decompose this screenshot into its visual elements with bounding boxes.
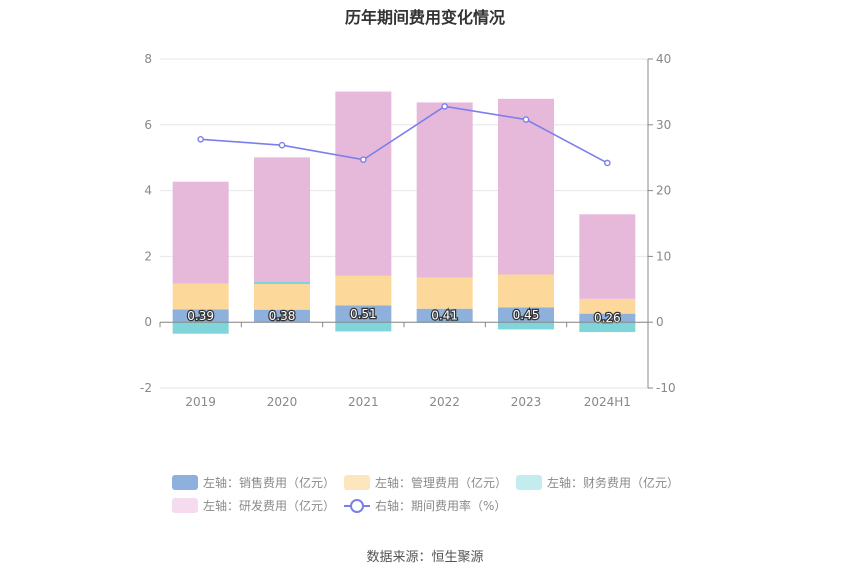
- bar-admin: [498, 274, 554, 308]
- bar-finance: [498, 322, 554, 330]
- bar-rnd: [254, 157, 310, 282]
- bar-finance: [254, 281, 310, 285]
- legend-swatch-rnd: [172, 498, 198, 513]
- legend-item-rate[interactable]: 右轴：期间费用率（%）: [344, 497, 506, 514]
- bar-admin: [579, 298, 636, 314]
- left-tick-label: 8: [144, 52, 152, 66]
- left-tick-label: 2: [144, 249, 152, 263]
- legend-label-rate: 右轴：期间费用率（%）: [375, 499, 507, 513]
- rate-point: [278, 141, 286, 149]
- data-label-sales: 0.38: [269, 309, 296, 323]
- x-tick-label: 2021: [348, 395, 379, 409]
- bar-sales: [254, 309, 310, 323]
- legend-label-sales: 左轴：销售费用（亿元）: [203, 476, 336, 490]
- x-tick-label: 2024H1: [584, 395, 631, 409]
- left-tick-label: -2: [140, 381, 152, 395]
- legend-swatch-finance: [516, 475, 542, 490]
- bar-rnd: [579, 214, 636, 299]
- rate-point: [360, 156, 367, 163]
- legend-item-rnd[interactable]: 左轴：研发费用（亿元）: [172, 497, 335, 514]
- legend-item-admin[interactable]: 左轴：管理费用（亿元）: [344, 474, 507, 491]
- chart-title: 历年期间费用变化情况: [344, 8, 505, 27]
- right-tick-label: -10: [656, 381, 676, 395]
- rate-point: [522, 116, 530, 123]
- right-tick-label: 20: [656, 184, 671, 198]
- bar-rnd: [172, 181, 229, 284]
- data-label-sales: 0.26: [594, 311, 621, 325]
- data-label-sales: 0.51: [350, 307, 377, 321]
- bar-rnd: [498, 98, 554, 275]
- legend-item-finance[interactable]: 左轴：财务费用（亿元）: [516, 474, 679, 491]
- left-tick-label: 0: [144, 315, 152, 329]
- bar-rnd: [335, 91, 392, 276]
- right-tick-label: 10: [656, 249, 671, 263]
- bars: [172, 91, 636, 334]
- bar-finance: [335, 322, 392, 332]
- rate-point: [604, 159, 611, 167]
- bar-admin: [416, 277, 473, 309]
- data-source: 数据来源：恒生聚源: [366, 550, 484, 565]
- legend-label-rnd: 左轴：研发费用（亿元）: [203, 499, 336, 513]
- bar-sales: [172, 309, 229, 323]
- legend-swatch-admin: [344, 475, 370, 490]
- rate-point: [441, 103, 448, 110]
- bar-admin: [254, 284, 310, 310]
- axes: -2 0 2 4 6 8 -10 0 10 20 30 40 2019 2020 2021 2022 2023 2…: [140, 52, 676, 409]
- bar-finance: [579, 322, 636, 333]
- bar-sales: [416, 308, 473, 323]
- legend-label-finance: 左轴：财务费用（亿元）: [547, 476, 680, 490]
- data-label-sales: 0.41: [431, 308, 458, 322]
- right-tick-label: 30: [656, 118, 671, 132]
- x-tick-label: 2022: [429, 395, 460, 409]
- grid-lines: [160, 58, 648, 389]
- legend-item-sales[interactable]: 左轴：销售费用（亿元）: [172, 474, 335, 491]
- bar-sales: [335, 305, 392, 323]
- data-label-sales: 0.39: [187, 309, 214, 323]
- bar-sales: [498, 307, 554, 323]
- legend-swatch-rate: [344, 498, 370, 513]
- right-tick-label: 0: [656, 315, 664, 329]
- rate-line: [197, 103, 611, 167]
- right-tick-label: 40: [656, 52, 671, 66]
- bar-admin: [172, 283, 229, 310]
- rate-point: [197, 135, 204, 143]
- left-tick-label: 4: [144, 184, 152, 198]
- data-label-sales: 0.45: [513, 308, 540, 322]
- bar-finance: [172, 322, 229, 334]
- x-tick-label: 2023: [511, 395, 542, 409]
- bar-sales: [579, 313, 636, 323]
- legend-label-admin: 左轴：管理费用（亿元）: [375, 476, 508, 490]
- legend-swatch-sales: [172, 475, 198, 490]
- rate-series-line: [200, 105, 608, 164]
- x-tick-label: 2019: [185, 395, 216, 409]
- x-tick-label: 2020: [267, 395, 298, 409]
- left-tick-label: 6: [144, 118, 152, 132]
- bar-admin: [335, 275, 392, 306]
- bar-rnd: [416, 102, 473, 278]
